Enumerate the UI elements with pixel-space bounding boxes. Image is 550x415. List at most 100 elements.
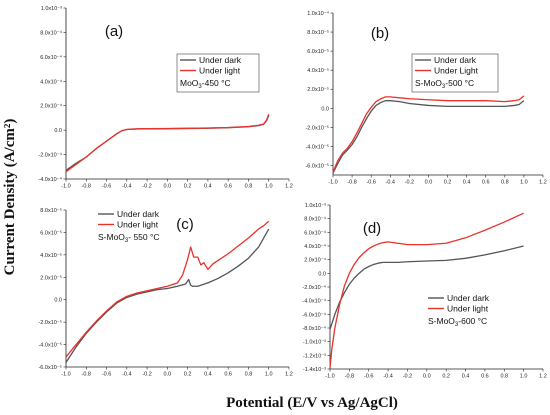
x-tick-label: 0.0 bbox=[164, 184, 172, 190]
x-tick-label: 0.2 bbox=[444, 180, 452, 186]
y-tick-label: 4.0x10⁻⁵ bbox=[40, 252, 62, 259]
y-tick-label: 2.0x10⁻⁵ bbox=[307, 86, 329, 93]
panel-a: -1.0 -0.8 -0.6 -0.4 -0.2 0.0 0.2 0.4 0.6 0.8 1.0 1.… bbox=[38, 6, 292, 190]
y-tick-label: 6.0x10⁻⁵ bbox=[307, 48, 329, 55]
y-tick-label: 1.0x10⁻³ bbox=[305, 203, 326, 209]
x-tick-label: -0.4 bbox=[383, 374, 392, 380]
x-tick-label: -1.0 bbox=[61, 184, 70, 190]
x-tick-label: 0.0 bbox=[425, 180, 433, 186]
x-tick-label: 0.8 bbox=[245, 372, 253, 378]
y-tick-label: 1.0x10⁻³ bbox=[41, 6, 62, 12]
x-tick-label: -0.8 bbox=[82, 372, 91, 378]
legend-note: S-MoO3- 550 °C bbox=[98, 232, 160, 244]
legend-label: Under light bbox=[199, 66, 241, 76]
y-tick-label: -6.0x10⁻⁵ bbox=[38, 364, 62, 371]
y-tick-label: -1.2x10⁻³ bbox=[303, 353, 326, 359]
y-tick-label: -6.0x10⁻⁵ bbox=[305, 162, 329, 169]
x-tick-label: 0.6 bbox=[481, 374, 489, 380]
y-tick-label: 6.0x10⁻⁴ bbox=[40, 54, 62, 61]
legend-label: Under light bbox=[447, 304, 489, 314]
x-tick-label: -1.0 bbox=[325, 374, 334, 380]
y-tick-label: 1.0x10⁻⁴ bbox=[307, 10, 329, 17]
x-tick-label: 0.4 bbox=[463, 180, 471, 186]
x-tick-label: 0.6 bbox=[482, 180, 490, 186]
x-tick-label: -1.0 bbox=[61, 372, 70, 378]
x-tick-label: 1.0 bbox=[265, 372, 273, 378]
x-tick-label: 1.2 bbox=[539, 180, 547, 186]
x-tick-label: -0.2 bbox=[403, 374, 412, 380]
y-tick-label: -8.0x10⁻⁴ bbox=[302, 325, 326, 332]
y-tick-label: 8.0x10⁻⁵ bbox=[307, 29, 329, 36]
y-tick-label: 0.0 bbox=[318, 271, 326, 277]
legend-note: S-MoO3-600 °C bbox=[428, 316, 487, 328]
x-tick-label: 1.0 bbox=[265, 184, 273, 190]
x-tick-label: 0.0 bbox=[423, 374, 431, 380]
x-tick-label: 0.6 bbox=[224, 372, 232, 378]
x-tick-label: 1.2 bbox=[539, 374, 547, 380]
x-tick-label: -0.6 bbox=[102, 184, 111, 190]
x-tick-label: 0.0 bbox=[164, 372, 172, 378]
y-tick-label: 0.0 bbox=[54, 128, 62, 134]
legend-label: Under dark bbox=[199, 55, 242, 65]
y-tick-label: -4.0x10⁻⁴ bbox=[38, 176, 62, 183]
y-tick-label: -1.4x10⁻³ bbox=[303, 367, 326, 373]
x-tick-label: -0.6 bbox=[366, 180, 375, 186]
panels: -1.0 -0.8 -0.6 -0.4 -0.2 0.0 0.2 0.4 0.6 0.8 1.0 1.… bbox=[38, 6, 546, 380]
x-tick-label: 1.0 bbox=[520, 180, 528, 186]
x-tick-label: 1.2 bbox=[285, 372, 293, 378]
x-tick-label: 0.2 bbox=[442, 374, 450, 380]
x-tick-label: 0.6 bbox=[224, 184, 232, 190]
legend-label: Under dark bbox=[447, 293, 490, 303]
legend-label: Under Light bbox=[434, 66, 479, 76]
series-line-under-light bbox=[65, 114, 270, 173]
x-tick-label: -0.6 bbox=[364, 374, 373, 380]
panel-tag: (d) bbox=[363, 220, 381, 237]
panel-d: -1.0 -0.8 -0.6 -0.4 -0.2 0.0 0.2 0.4 0.6 0.8 1.0 1.… bbox=[302, 203, 546, 380]
y-tick-label: 0.0 bbox=[321, 106, 329, 112]
legend-box bbox=[176, 53, 260, 93]
x-tick-label: -0.8 bbox=[345, 374, 354, 380]
x-tick-label: 0.8 bbox=[501, 180, 509, 186]
y-tick-label: 0.0 bbox=[54, 298, 62, 304]
x-tick-label: 0.8 bbox=[500, 374, 508, 380]
y-tick-label: 4.0x10⁻⁴ bbox=[304, 243, 326, 250]
x-tick-label: 0.2 bbox=[184, 184, 192, 190]
figure-xlabel: Potential (E/V vs Ag/AgCl) bbox=[226, 395, 398, 411]
x-tick-label: -1.0 bbox=[328, 180, 337, 186]
y-tick-label: 8.0x10⁻⁵ bbox=[40, 207, 62, 214]
series-line-under-light bbox=[332, 95, 525, 173]
legend-label: Under light bbox=[117, 220, 159, 230]
x-tick-label: -0.6 bbox=[102, 372, 111, 378]
y-tick-label: -2.0x10⁻⁵ bbox=[38, 319, 62, 326]
x-tick-label: 0.8 bbox=[245, 184, 253, 190]
y-tick-label: 6.0x10⁻⁴ bbox=[304, 229, 326, 236]
legend-label: Under dark bbox=[434, 55, 477, 65]
y-tick-label: 8.0x10⁻⁴ bbox=[304, 216, 326, 223]
y-tick-label: -2.0x10⁻⁵ bbox=[305, 124, 329, 131]
y-tick-label: 2.0x10⁻⁴ bbox=[40, 103, 62, 110]
series-line-under-light bbox=[65, 220, 270, 358]
panel-b: -1.0 -0.8 -0.6 -0.4 -0.2 0.0 0.2 0.4 0.6 0.8 1.0 1.… bbox=[305, 10, 546, 186]
legend-label: Under dark bbox=[117, 209, 160, 219]
y-tick-label: -4.0x10⁻⁵ bbox=[305, 143, 329, 150]
x-tick-label: -0.2 bbox=[405, 180, 414, 186]
legend-note: MoO3-450 °C bbox=[180, 78, 231, 90]
series-line-under-dark bbox=[332, 100, 525, 174]
series-line-under-dark bbox=[65, 228, 270, 363]
y-tick-label: -4.0x10⁻⁴ bbox=[302, 298, 326, 305]
y-tick-label: -2.0x10⁻⁴ bbox=[38, 152, 62, 159]
x-tick-label: -0.8 bbox=[347, 180, 356, 186]
x-tick-label: -0.2 bbox=[142, 372, 151, 378]
x-tick-label: -0.8 bbox=[82, 184, 91, 190]
series-line-under-dark bbox=[329, 245, 524, 330]
y-tick-label: 6.0x10⁻⁵ bbox=[40, 229, 62, 236]
panel-tag: (c) bbox=[176, 216, 194, 233]
x-tick-label: 0.2 bbox=[184, 372, 192, 378]
y-tick-label: 2.0x10⁻⁴ bbox=[304, 257, 326, 264]
series-line-under-light bbox=[329, 212, 524, 368]
y-tick-label: 8.0x10⁻⁴ bbox=[40, 29, 62, 36]
y-tick-label: 4.0x10⁻⁵ bbox=[307, 67, 329, 74]
x-tick-label: -0.4 bbox=[122, 372, 131, 378]
x-tick-label: 0.4 bbox=[204, 184, 212, 190]
